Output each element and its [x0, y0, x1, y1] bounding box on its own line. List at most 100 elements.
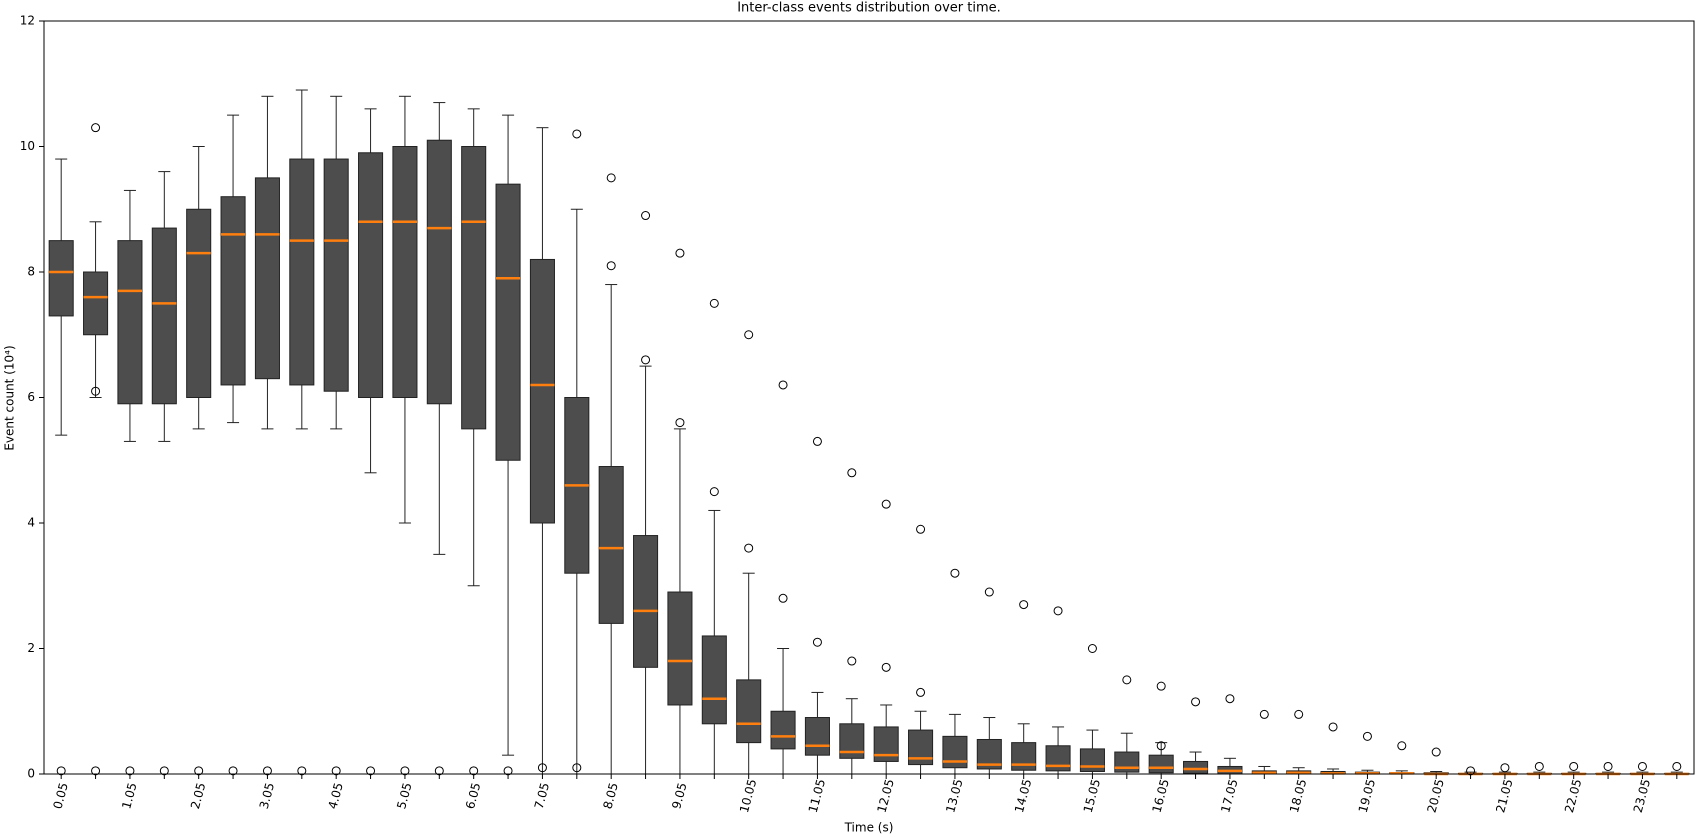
x-tick-label: 19.05 — [1356, 777, 1378, 814]
flier — [572, 129, 582, 139]
box — [804, 717, 830, 756]
flier — [812, 637, 822, 647]
flier — [1637, 761, 1647, 771]
box — [701, 635, 727, 725]
chart-title: Inter-class events distribution over tim… — [737, 1, 1001, 16]
x-tick-label: 14.05 — [1012, 777, 1034, 814]
flier — [881, 662, 891, 672]
box — [736, 679, 762, 744]
flier — [606, 261, 616, 271]
box — [942, 735, 968, 769]
x-tick-label: 18.05 — [1287, 777, 1309, 814]
flier — [1569, 761, 1579, 771]
flier — [1156, 741, 1166, 751]
box — [83, 271, 109, 336]
flier — [1397, 741, 1407, 751]
flier — [1294, 709, 1304, 719]
x-tick-label: 1.05 — [119, 781, 139, 810]
flier — [1087, 644, 1097, 653]
y-tick-label: 4 — [27, 516, 35, 530]
flier — [641, 211, 651, 221]
x-tick-label: 3.05 — [257, 781, 277, 810]
x-tick-label: 13.05 — [943, 777, 965, 814]
x-tick-label: 2.05 — [188, 781, 208, 810]
flier — [606, 173, 616, 183]
y-axis-label: Event count (10⁴) — [3, 345, 17, 450]
x-tick-label: 6.05 — [463, 781, 483, 810]
box — [598, 466, 624, 624]
flier — [1500, 763, 1510, 773]
x-tick-label: 5.05 — [394, 781, 414, 810]
box — [323, 158, 349, 392]
flier — [744, 330, 754, 340]
flier — [881, 499, 891, 509]
flier — [1603, 761, 1613, 771]
flier — [675, 248, 685, 258]
flier — [1328, 722, 1338, 732]
flier — [950, 568, 960, 578]
box — [254, 177, 280, 380]
x-tick-label: 16.05 — [1149, 777, 1171, 814]
x-tick-label: 10.05 — [737, 777, 759, 814]
x-tick-label: 11.05 — [806, 777, 828, 814]
box — [1045, 745, 1071, 772]
box — [220, 196, 246, 386]
x-tick-label: 4.05 — [325, 781, 345, 810]
flier — [744, 543, 754, 553]
box — [151, 227, 177, 405]
y-tick-label: 2 — [27, 641, 35, 655]
box — [392, 146, 418, 398]
x-tick-label: 9.05 — [669, 781, 689, 810]
flier — [537, 763, 547, 773]
y-tick-label: 6 — [27, 390, 35, 404]
flier — [1259, 709, 1269, 719]
y-tick-label: 0 — [27, 767, 35, 781]
box — [289, 158, 315, 386]
x-tick-label: 8.05 — [600, 781, 620, 810]
flier — [91, 123, 101, 133]
flier — [1362, 731, 1372, 741]
flier — [1672, 761, 1682, 771]
flier — [1019, 600, 1029, 610]
flier — [1431, 747, 1441, 757]
x-tick-label: 21.05 — [1493, 777, 1515, 814]
x-tick-label: 17.05 — [1218, 777, 1240, 814]
x-tick-label: 22.05 — [1562, 777, 1584, 814]
box — [633, 535, 659, 668]
box — [117, 240, 143, 405]
box — [1011, 742, 1037, 771]
flier — [1122, 675, 1132, 685]
x-axis-label: Time (s) — [844, 821, 894, 835]
plot-frame — [43, 20, 1695, 775]
y-tick-label: 12 — [20, 14, 35, 28]
box — [1079, 748, 1105, 772]
x-tick-label: 12.05 — [874, 777, 896, 814]
x-tick-label: 23.05 — [1631, 777, 1653, 814]
flier — [641, 355, 651, 365]
box — [770, 710, 796, 750]
box — [358, 152, 384, 398]
flier — [1225, 694, 1235, 704]
flier — [1534, 761, 1544, 771]
flier — [847, 468, 857, 478]
flier — [709, 487, 719, 497]
box — [426, 139, 452, 405]
flier — [778, 593, 788, 603]
x-tick-label: 20.05 — [1424, 777, 1446, 814]
flier — [675, 418, 685, 428]
flier — [1156, 681, 1166, 691]
x-tick-label: 7.05 — [532, 781, 552, 810]
flier — [1053, 606, 1063, 616]
flier — [1191, 697, 1201, 707]
box — [186, 208, 212, 398]
x-tick-label: 0.05 — [50, 781, 70, 810]
flier — [709, 298, 719, 308]
flier — [572, 763, 582, 773]
box — [461, 146, 487, 430]
flier — [847, 656, 857, 666]
box — [48, 240, 74, 317]
flier — [812, 436, 822, 446]
box — [1148, 754, 1174, 774]
